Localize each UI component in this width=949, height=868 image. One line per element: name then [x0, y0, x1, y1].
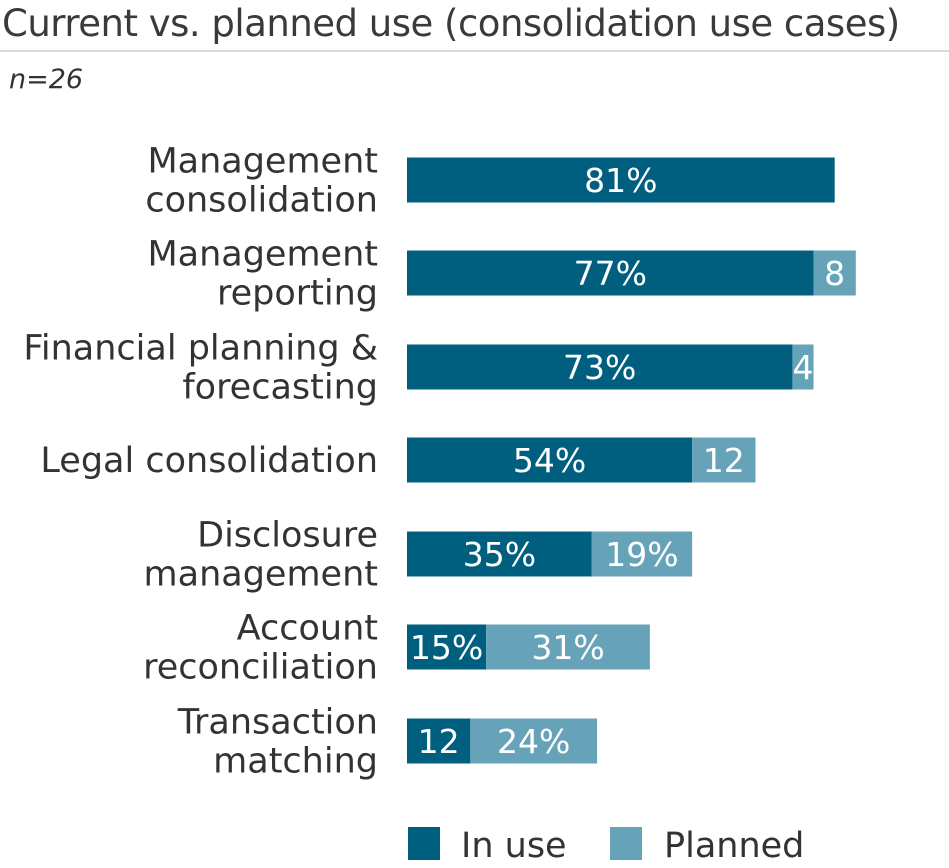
- legend: In use Planned: [408, 826, 804, 866]
- legend-label-in-use: In use: [461, 826, 567, 866]
- bar-planned: [470, 718, 598, 764]
- bar-in-use: [407, 531, 592, 577]
- legend-swatch-planned: [610, 827, 642, 860]
- value-label-in-use: 81%: [584, 161, 657, 200]
- value-label-planned: 24%: [497, 722, 570, 761]
- chart-title: Current vs. planned use (consolidation u…: [2, 2, 900, 45]
- bar-in-use: [407, 157, 835, 203]
- bar-planned: [486, 624, 650, 670]
- sample-size-note: n=26: [9, 64, 84, 95]
- category-label: Management consolidation: [145, 142, 378, 221]
- category-label: Financial planning & forecasting: [23, 329, 378, 408]
- legend-label-planned: Planned: [664, 826, 804, 866]
- value-label-in-use: 54%: [513, 441, 586, 480]
- bar-planned: [813, 250, 856, 296]
- value-label-planned: 12: [703, 441, 745, 480]
- value-label-in-use: 15%: [410, 628, 483, 667]
- value-label-in-use: 77%: [574, 254, 647, 293]
- value-label-in-use: 73%: [563, 348, 636, 387]
- legend-swatch-in-use: [408, 827, 440, 860]
- bar-in-use: [407, 250, 814, 296]
- bar-in-use: [407, 344, 793, 390]
- category-label: Transaction matching: [177, 703, 378, 782]
- value-label-planned: 4: [793, 348, 814, 387]
- value-label-in-use: 35%: [463, 535, 536, 574]
- bar-planned: [692, 437, 756, 483]
- bar-planned: [792, 344, 814, 390]
- category-label: Management reporting: [147, 235, 378, 314]
- title-divider: [0, 50, 949, 52]
- value-label-planned: 19%: [605, 535, 678, 574]
- category-label: Disclosure management: [144, 516, 378, 595]
- value-label-planned: 8: [824, 254, 845, 293]
- bar-planned: [591, 531, 693, 577]
- category-label: Account reconciliation: [143, 609, 378, 688]
- value-label-planned: 31%: [531, 628, 604, 667]
- value-label-in-use: 12: [418, 722, 460, 761]
- bar-in-use: [407, 437, 693, 483]
- bar-in-use: [407, 624, 487, 670]
- category-label: Legal consolidation: [40, 441, 378, 481]
- bar-in-use: [407, 718, 471, 764]
